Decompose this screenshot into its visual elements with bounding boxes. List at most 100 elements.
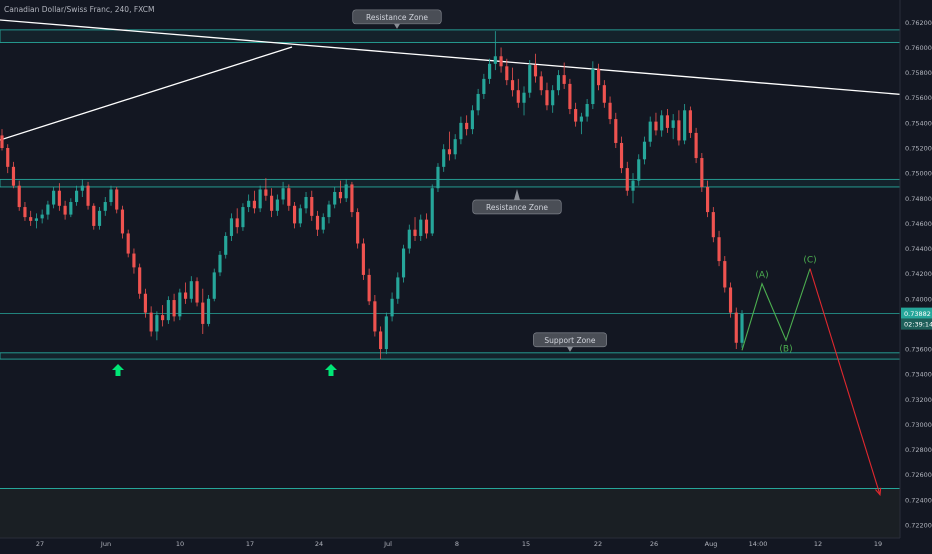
- candle-body: [574, 109, 578, 122]
- candle-body: [0, 135, 4, 148]
- time-tick-label: 15: [522, 540, 530, 548]
- candle-body: [17, 185, 21, 208]
- candle-body: [723, 261, 727, 288]
- time-tick-label: 22: [594, 540, 602, 548]
- candle-body: [298, 208, 302, 224]
- candle-body: [338, 191, 343, 199]
- time-tick-label: 12: [814, 540, 822, 548]
- zone-band: [0, 352, 901, 360]
- candle-body: [252, 200, 256, 209]
- candle-body: [212, 272, 216, 299]
- price-tick-label: 0.72800: [905, 446, 932, 454]
- candle-body: [46, 204, 50, 215]
- candle-body: [562, 75, 566, 84]
- price-tick-label: 0.72200: [905, 521, 932, 529]
- candle-body: [493, 56, 497, 64]
- candle-body: [155, 315, 159, 332]
- candle-body: [287, 188, 291, 206]
- candle-body: [34, 218, 38, 221]
- price-tag-countdown: 02:39:14: [904, 321, 932, 329]
- chart-title: Canadian Dollar/Swiss Franc, 240, FXCM: [4, 5, 154, 14]
- candle-body: [528, 65, 532, 93]
- price-tick-label: 0.74200: [905, 270, 932, 278]
- price-tick-label: 0.73600: [905, 346, 932, 354]
- candle-body: [258, 189, 262, 209]
- candle-body: [516, 90, 520, 103]
- candle-body: [551, 90, 555, 106]
- time-tick-label: Jul: [383, 540, 392, 548]
- candle-body: [264, 189, 268, 196]
- time-tick-label: 17: [246, 540, 254, 548]
- candle-body: [614, 119, 618, 143]
- candle-body: [270, 195, 274, 211]
- candle-body: [69, 202, 73, 215]
- candle-body: [29, 217, 33, 221]
- price-tick-label: 0.75800: [905, 69, 932, 77]
- candle-body: [52, 190, 56, 205]
- price-tag-countdown-box: [901, 318, 932, 330]
- candle-body: [688, 110, 692, 133]
- time-tick-label: 14:00: [749, 540, 768, 548]
- candle-body: [304, 197, 308, 209]
- zone-label-pointer: [394, 23, 400, 29]
- time-tick-label: 8: [455, 540, 459, 548]
- candle-body: [453, 139, 457, 155]
- candle-body: [206, 298, 211, 324]
- descending-trendline: [0, 19, 932, 98]
- candle-body: [585, 104, 589, 117]
- candle-body: [671, 120, 675, 128]
- candle-body: [619, 142, 624, 169]
- candle-body: [23, 207, 27, 218]
- candle-body: [591, 68, 595, 105]
- price-tick-label: 0.76200: [905, 19, 932, 27]
- candle-body: [367, 274, 371, 302]
- price-axis[interactable]: 0.76200 0.76000 0.75800 0.75600 0.75400 0.752…: [905, 19, 932, 530]
- zone-label: Resistance Zone: [486, 203, 548, 212]
- candle-body: [120, 209, 125, 234]
- candle-body: [436, 166, 440, 189]
- time-tick-label: 24: [315, 540, 323, 548]
- candle-body: [424, 219, 429, 234]
- time-tick-label: Jun: [100, 540, 111, 548]
- candle-body: [6, 147, 10, 167]
- price-tick-label: 0.73400: [905, 371, 932, 379]
- candle-body: [476, 93, 480, 111]
- candle-body: [734, 312, 738, 343]
- candle-body: [172, 300, 176, 317]
- candle-body: [178, 292, 182, 317]
- zone-label-pointer: [514, 188, 520, 200]
- candle-body: [327, 204, 331, 218]
- candle-body: [419, 219, 423, 236]
- candle-body: [413, 229, 417, 236]
- time-axis[interactable]: 27 Jun 10 17 24 Jul 8 15 22 26 Aug 14:00 12 19: [36, 540, 882, 548]
- projection-path: [741, 268, 811, 351]
- zone-label-pointer: [567, 346, 573, 352]
- candle-body: [505, 66, 509, 81]
- price-tick-label: 0.76000: [905, 44, 932, 52]
- candle-body: [201, 302, 205, 324]
- candle-body: [97, 210, 102, 226]
- candles-layer: [0, 31, 744, 360]
- candle-body: [648, 121, 652, 142]
- price-tick-label: 0.74600: [905, 220, 932, 228]
- wave-label: (A): [755, 271, 768, 281]
- candle-body: [138, 267, 142, 294]
- candle-body: [373, 301, 377, 332]
- candle-body: [356, 212, 360, 244]
- candle-body: [292, 205, 297, 224]
- candle-body: [166, 300, 170, 321]
- candle-body: [80, 185, 84, 191]
- support-arrow-icon: [325, 364, 337, 376]
- candle-body: [740, 313, 744, 343]
- target-arrowhead: [875, 487, 882, 497]
- price-tick-label: 0.75200: [905, 144, 932, 152]
- candle-body: [711, 212, 715, 238]
- time-tick-label: 10: [176, 540, 184, 548]
- candle-body: [499, 56, 503, 67]
- price-axis-background: [900, 0, 932, 550]
- zone-band: [0, 178, 901, 188]
- candle-body: [654, 121, 658, 131]
- candle-body: [40, 214, 44, 219]
